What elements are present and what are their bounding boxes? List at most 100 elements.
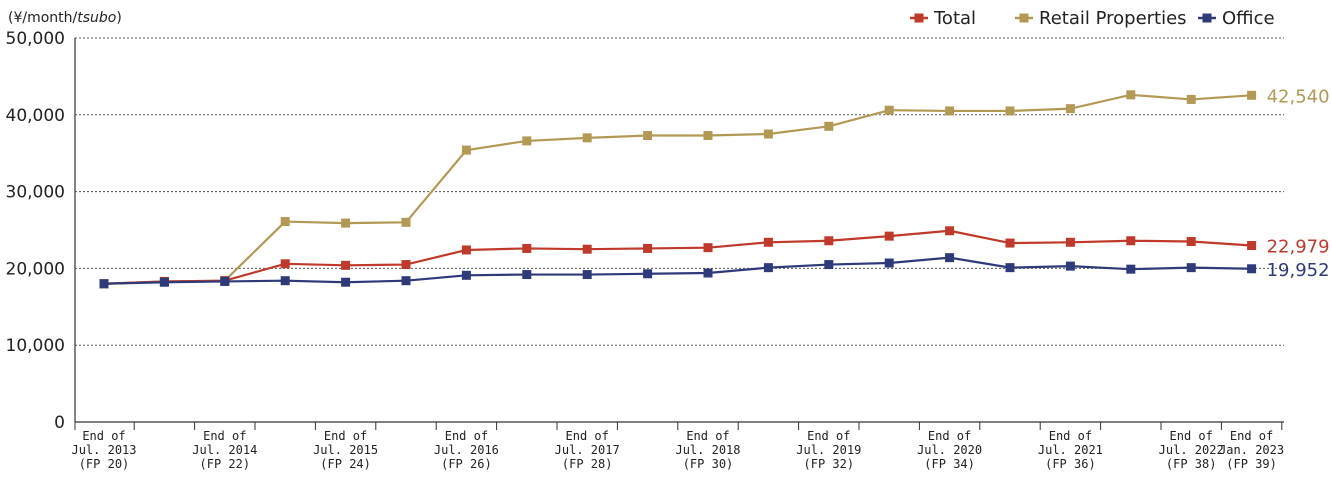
gridlines	[75, 37, 1284, 346]
data-point	[763, 263, 773, 273]
y-tick-labels: 0 10,000 20,000 30,000 40,000 50,000	[6, 29, 65, 433]
legend-label: Retail Properties	[1039, 8, 1187, 29]
x-tick-label: End of	[807, 429, 850, 443]
legend-label: Total	[933, 8, 976, 29]
x-tick-label: End of	[686, 429, 729, 443]
data-point	[703, 131, 713, 141]
data-point	[884, 105, 894, 115]
x-tick-label: (FP 34)	[924, 457, 975, 471]
data-point	[1005, 238, 1015, 248]
series-lines	[99, 90, 1257, 289]
y-tick-label: 0	[54, 413, 65, 433]
legend: Total Retail Properties Office	[910, 8, 1275, 29]
x-tick-label: End of	[928, 429, 971, 443]
axes	[74, 38, 1284, 430]
data-point	[99, 279, 109, 289]
x-tick-label: Jul. 2022	[1159, 443, 1224, 457]
x-tick-label: Jul. 2020	[917, 443, 982, 457]
data-point	[582, 270, 592, 280]
y-tick-label: 10,000	[6, 336, 65, 356]
data-point	[522, 136, 532, 146]
data-point	[1005, 263, 1015, 273]
data-point	[1126, 264, 1136, 274]
data-point	[945, 106, 955, 116]
data-point	[1126, 236, 1136, 246]
end-value-label: 22,979	[1267, 237, 1330, 258]
x-tick-label: (FP 26)	[441, 457, 492, 471]
x-tick-label: End of	[1049, 429, 1092, 443]
x-tick-label: Jan. 2023	[1219, 443, 1284, 457]
x-tick-label: Jul. 2021	[1038, 443, 1103, 457]
x-tick-label: (FP 39)	[1226, 457, 1277, 471]
data-point	[1126, 90, 1136, 100]
x-tick-label: Jul. 2019	[796, 443, 861, 457]
x-tick-label: End of	[324, 429, 367, 443]
x-tick-label: End of	[1170, 429, 1213, 443]
data-point	[643, 243, 653, 253]
data-point	[522, 243, 532, 253]
data-point	[1065, 104, 1075, 114]
data-point	[643, 131, 653, 141]
data-point	[763, 129, 773, 139]
data-point	[884, 258, 894, 268]
data-point	[341, 260, 351, 270]
x-tick-label: (FP 24)	[320, 457, 371, 471]
data-point	[280, 259, 290, 269]
data-point	[1005, 106, 1015, 116]
data-point	[401, 260, 411, 270]
x-tick-label: Jul. 2018	[675, 443, 740, 457]
end-value-label: 42,540	[1267, 86, 1330, 107]
data-point	[945, 226, 955, 236]
x-tick-label: End of	[1230, 429, 1273, 443]
x-tick-label: (FP 32)	[804, 457, 855, 471]
legend-swatch-marker	[914, 13, 924, 23]
data-point	[1065, 237, 1075, 247]
x-tick-label: (FP 28)	[562, 457, 613, 471]
data-point	[220, 276, 230, 286]
data-point	[824, 236, 834, 246]
data-point	[1065, 261, 1075, 271]
y-tick-label: 50,000	[6, 29, 65, 49]
data-point	[945, 253, 955, 263]
data-point	[1186, 237, 1196, 247]
data-point	[763, 237, 773, 247]
x-tick-label: (FP 36)	[1045, 457, 1096, 471]
y-axis-unit-label: (¥/month/tsubo)	[8, 10, 122, 26]
x-tick-label: End of	[203, 429, 246, 443]
series-line-retail-properties	[103, 93, 1252, 285]
y-tick-label: 30,000	[6, 183, 65, 203]
data-point	[341, 277, 351, 287]
x-tick-label: Jul. 2013	[71, 443, 136, 457]
data-point	[1186, 94, 1196, 104]
end-value-label: 19,952	[1267, 260, 1330, 281]
data-point	[280, 217, 290, 227]
legend-label: Office	[1222, 8, 1275, 29]
data-point	[643, 269, 653, 279]
x-tick-label: Jul. 2015	[313, 443, 378, 457]
series-line-office	[103, 256, 1252, 285]
x-tick-label: Jul. 2016	[434, 443, 499, 457]
data-point	[1247, 90, 1257, 100]
data-point	[461, 245, 471, 255]
x-tick-label: (FP 22)	[200, 457, 251, 471]
data-point	[884, 231, 894, 241]
x-tick-label: (FP 20)	[79, 457, 130, 471]
x-tick-label: (FP 38)	[1166, 457, 1217, 471]
data-point	[824, 121, 834, 131]
data-point	[461, 270, 471, 280]
legend-swatch-marker	[1202, 13, 1212, 23]
x-tick-label: End of	[445, 429, 488, 443]
x-tick-label: End of	[566, 429, 609, 443]
data-point	[401, 217, 411, 227]
x-tick-label: Jul. 2017	[555, 443, 620, 457]
data-point	[461, 145, 471, 155]
x-tick-label: Jul. 2014	[192, 443, 257, 457]
data-point	[401, 276, 411, 286]
data-point	[280, 276, 290, 286]
y-tick-label: 40,000	[6, 106, 65, 126]
x-tick-label: End of	[82, 429, 125, 443]
data-point	[522, 270, 532, 280]
data-point	[703, 243, 713, 253]
